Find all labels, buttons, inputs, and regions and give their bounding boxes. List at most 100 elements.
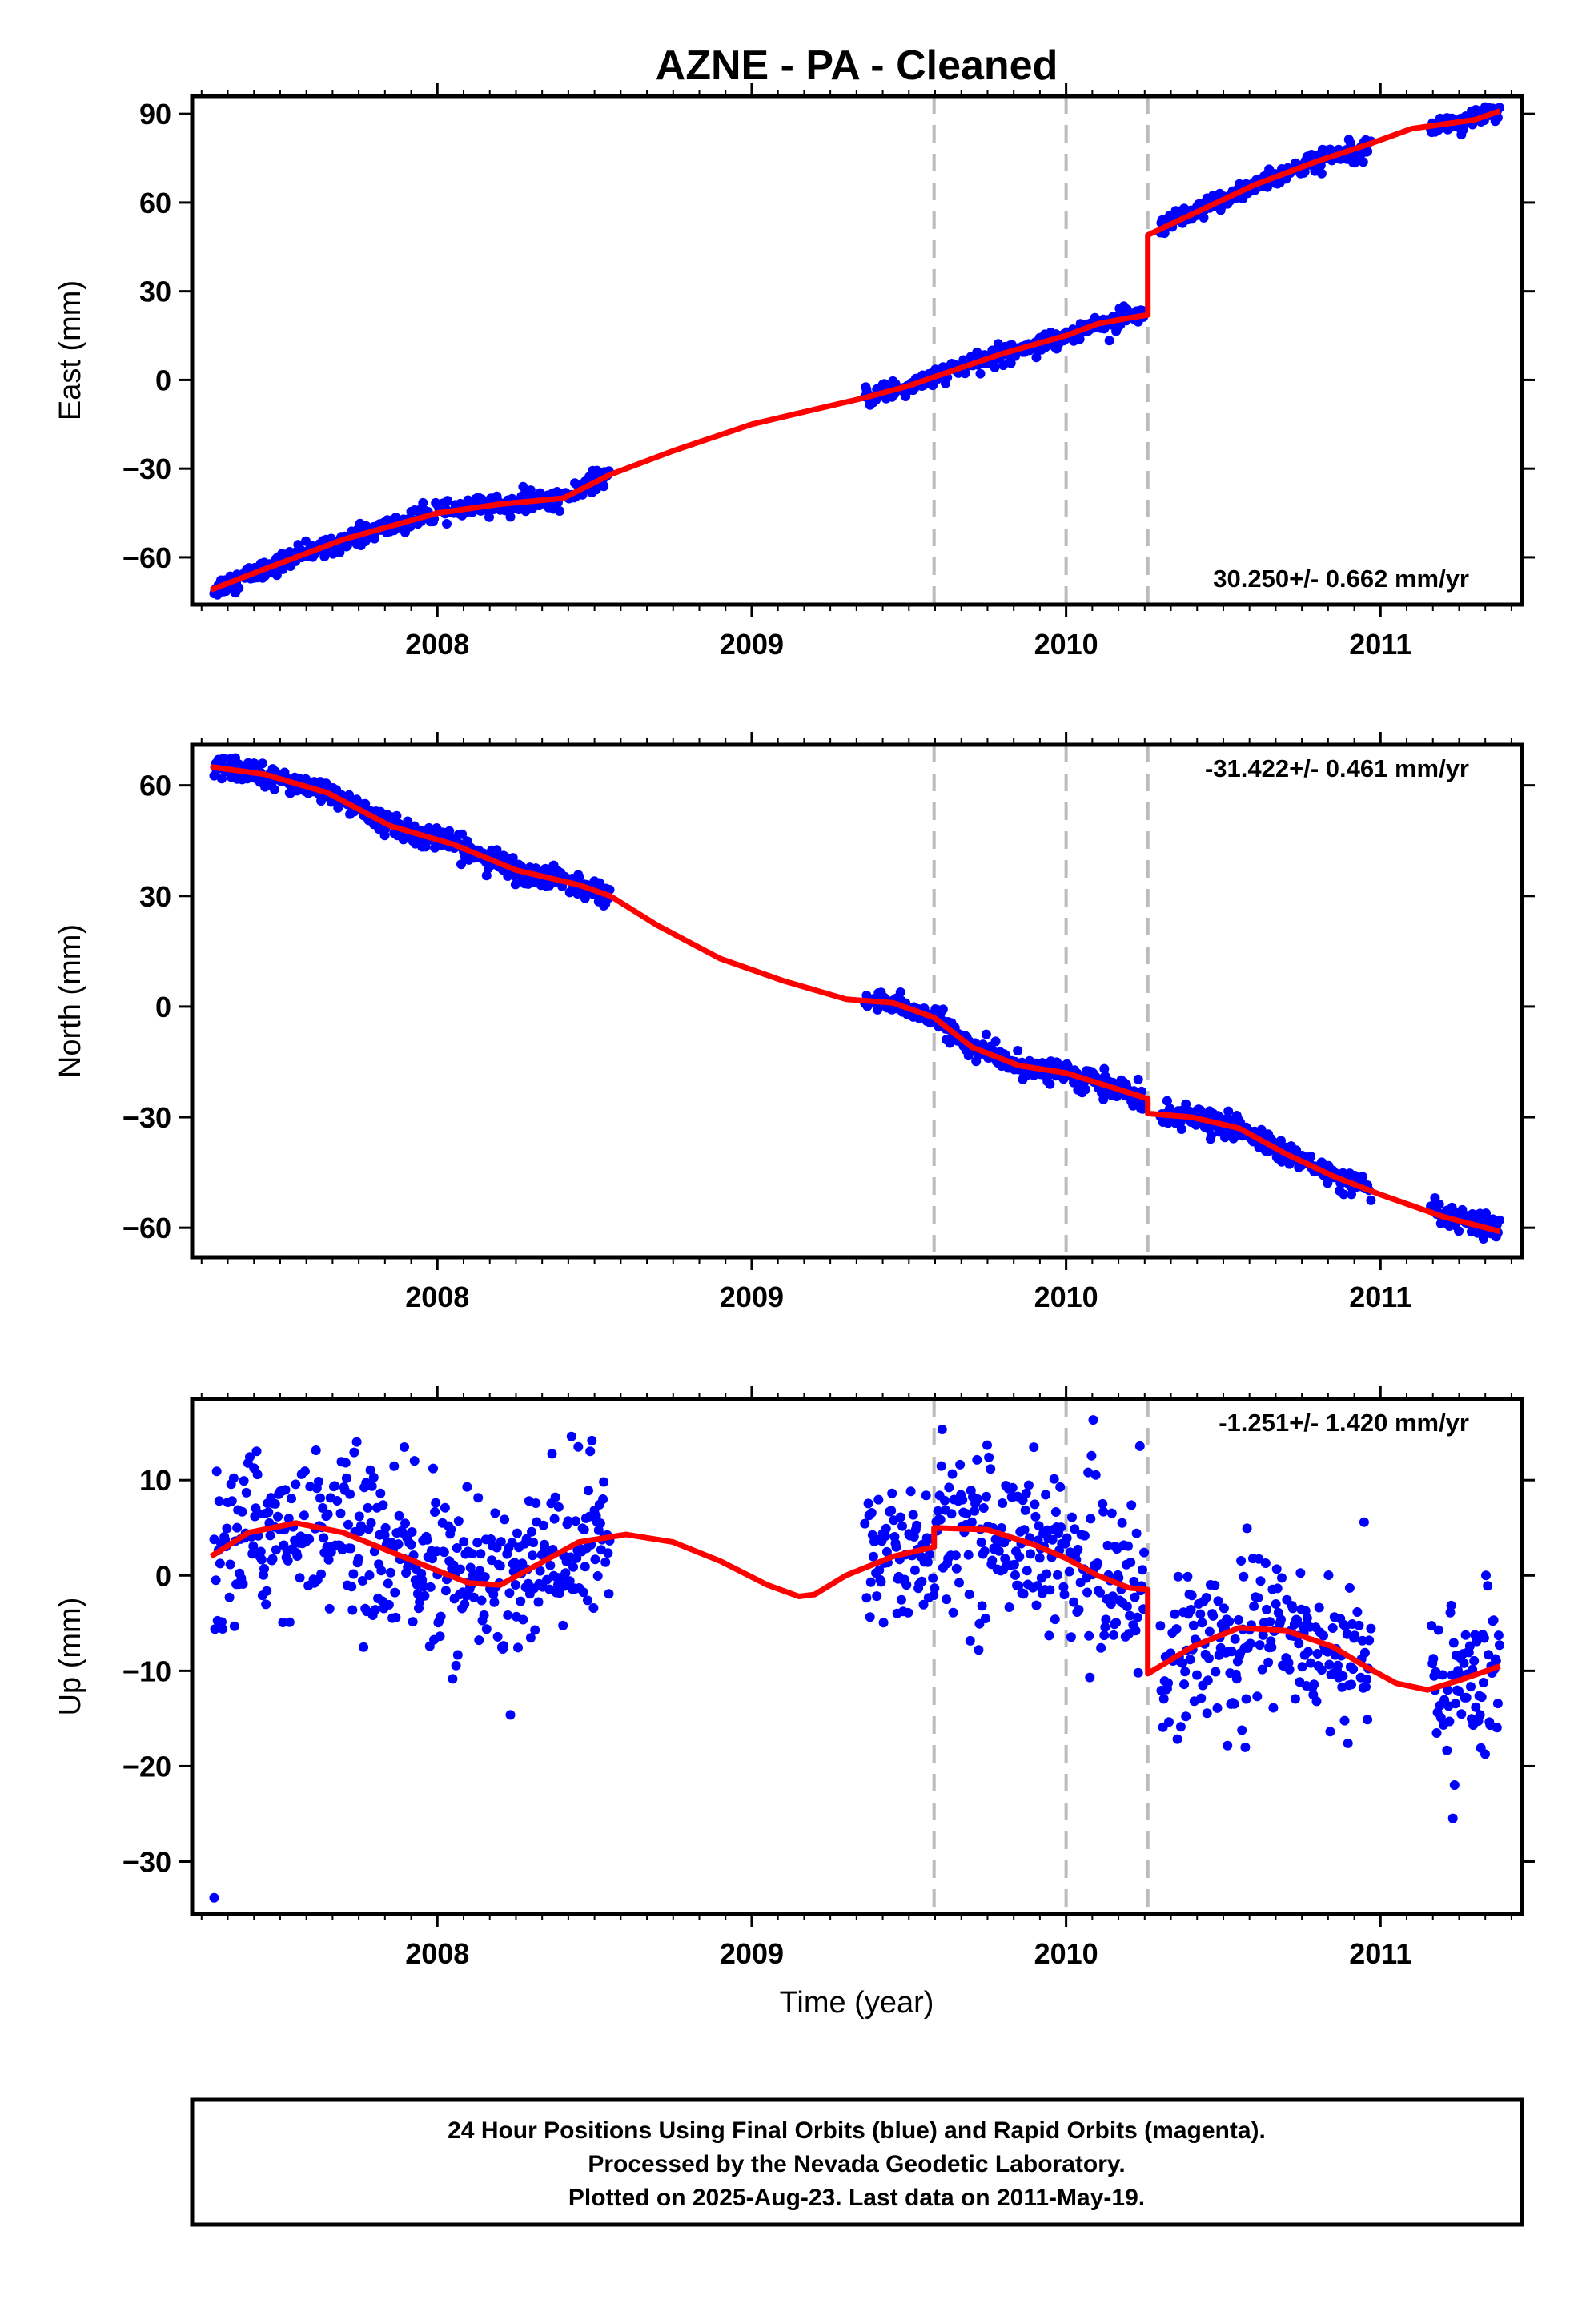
up-point (504, 1588, 515, 1598)
north-point (1357, 1172, 1367, 1182)
up-point (348, 1569, 359, 1579)
north-point (1306, 1151, 1316, 1161)
up-point (558, 1620, 568, 1630)
north-y-tick-label: 0 (155, 991, 171, 1023)
east-point (990, 362, 1000, 372)
up-point (499, 1641, 508, 1651)
up-point (400, 1442, 409, 1452)
up-point (1066, 1632, 1076, 1642)
footer-frame (190, 2097, 1524, 2227)
east-y-tick-label: 30 (139, 275, 171, 308)
up-point (448, 1674, 458, 1684)
up-point (354, 1511, 364, 1522)
up-point (1059, 1590, 1070, 1600)
up-point (1132, 1612, 1142, 1622)
up-point (516, 1596, 526, 1606)
up-point (455, 1564, 465, 1574)
up-point (263, 1507, 274, 1518)
up-point (1287, 1603, 1298, 1614)
up-point (1364, 1635, 1375, 1646)
up-point (1448, 1638, 1459, 1648)
up-point (1450, 1699, 1460, 1709)
up-point (1492, 1723, 1502, 1733)
up-point (585, 1446, 596, 1457)
up-point (1456, 1709, 1467, 1719)
up-point (489, 1597, 500, 1607)
up-point (452, 1650, 463, 1660)
north-point (257, 758, 267, 769)
up-point (259, 1564, 269, 1574)
up-point (918, 1599, 929, 1610)
up-point (232, 1522, 243, 1533)
up-point (446, 1524, 456, 1534)
up-rate-label: -1.251+/- 1.420 mm/yr (1219, 1409, 1469, 1437)
up-point (1010, 1570, 1020, 1580)
east-point (1316, 168, 1327, 179)
up-point (324, 1603, 335, 1614)
up-point (252, 1470, 263, 1480)
up-point (1324, 1659, 1335, 1670)
up-point (935, 1514, 946, 1525)
up-point (528, 1550, 538, 1561)
up-point (958, 1494, 968, 1505)
up-point (1019, 1525, 1030, 1535)
up-point (908, 1510, 918, 1520)
up-point (979, 1546, 990, 1556)
up-point (1475, 1710, 1485, 1720)
up-point (291, 1479, 301, 1490)
up-point (229, 1621, 239, 1631)
up-point (1197, 1618, 1207, 1628)
up-point (1041, 1490, 1051, 1500)
up-point (1224, 1616, 1235, 1626)
up-point (1237, 1725, 1247, 1735)
up-point (1203, 1675, 1213, 1686)
east-y-tick-label: 60 (139, 187, 171, 219)
up-point (553, 1502, 564, 1512)
up-point (579, 1525, 589, 1535)
up-point (488, 1589, 499, 1599)
up-point (973, 1494, 983, 1504)
up-point (872, 1591, 882, 1602)
up-point (997, 1523, 1006, 1533)
up-data-points (209, 1415, 1504, 1903)
up-point (256, 1554, 267, 1565)
up-point (1126, 1500, 1137, 1510)
up-point (1314, 1602, 1324, 1613)
up-point (1230, 1634, 1240, 1644)
up-point (891, 1542, 901, 1552)
north-point (391, 810, 402, 821)
up-point (1201, 1593, 1211, 1602)
up-point (292, 1551, 303, 1561)
up-point (1292, 1615, 1303, 1625)
up-point (1138, 1565, 1147, 1575)
up-point (245, 1452, 255, 1462)
footer-line-2: Processed by the Nevada Geodetic Laborat… (588, 2151, 1125, 2177)
up-point (909, 1532, 919, 1542)
up-point (1359, 1517, 1369, 1527)
east-point (1074, 334, 1085, 344)
up-point (1272, 1583, 1283, 1594)
up-point (1362, 1674, 1372, 1684)
up-point (214, 1496, 224, 1506)
up-point (211, 1466, 222, 1477)
up-point (921, 1490, 931, 1501)
up-point (933, 1506, 943, 1516)
up-point (1026, 1549, 1036, 1559)
up-point (1302, 1613, 1312, 1623)
up-point (1204, 1626, 1215, 1637)
up-point (917, 1576, 927, 1586)
east-point (1199, 212, 1209, 223)
up-point (948, 1607, 958, 1618)
up-point (1020, 1505, 1030, 1515)
up-point (451, 1660, 461, 1671)
up-point (924, 1550, 934, 1560)
up-point (865, 1577, 876, 1587)
up-point (1164, 1717, 1174, 1727)
up-point (1319, 1630, 1328, 1641)
north-point (457, 829, 468, 839)
north-x-tick-label: 2008 (405, 1281, 469, 1313)
up-point (1240, 1742, 1251, 1752)
up-point (363, 1502, 373, 1513)
up-point (370, 1605, 380, 1615)
